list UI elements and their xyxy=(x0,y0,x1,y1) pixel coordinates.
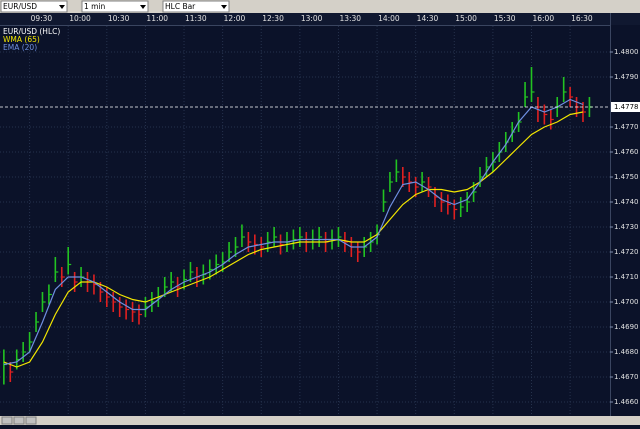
indicator-line xyxy=(3,98,584,366)
y-tick-label: 1.4730 xyxy=(614,223,639,231)
legend-entry: EMA (20) xyxy=(3,43,37,52)
y-tick-label: 1.4750 xyxy=(614,173,639,181)
y-tick-label: 1.4690 xyxy=(614,323,639,331)
y-tick-label: 1.4670 xyxy=(614,373,639,381)
x-tick-label: 10:00 xyxy=(69,14,91,23)
x-tick-label: 11:00 xyxy=(146,14,168,23)
y-tick-label: 1.4760 xyxy=(614,148,639,156)
x-tick-label: 15:30 xyxy=(494,14,516,23)
plot: 09:30 10:00 10:30 11:00 11:30 12:00 12:30 13:00… xyxy=(0,14,640,416)
last-price-box xyxy=(611,102,640,112)
interval: 1 min xyxy=(84,2,106,11)
y-tick-label: 1.4720 xyxy=(614,248,639,256)
y-tick-label: 1.4790 xyxy=(614,73,639,81)
y-tick-label: 1.4700 xyxy=(614,298,639,306)
y-tick-label: 1.4800 xyxy=(614,48,639,56)
x-tick-label: 14:30 xyxy=(417,14,439,23)
last-price-label: 1.4778 xyxy=(614,103,639,111)
y-tick-label: 1.4710 xyxy=(614,273,639,281)
x-tick-label: 16:00 xyxy=(532,14,554,23)
indicator-line xyxy=(3,111,584,368)
x-tick-label: 16:30 xyxy=(571,14,593,23)
x-tick-label: 11:30 xyxy=(185,14,207,23)
x-tick-label: 12:00 xyxy=(224,14,246,23)
chart-type-field[interactable]: HLC Bar xyxy=(162,0,230,13)
toolbar xyxy=(0,0,640,13)
y-tick-label: 1.4770 xyxy=(614,123,639,131)
x-tick-label: 14:00 xyxy=(378,14,400,23)
interval-field[interactable]: 1 min xyxy=(81,0,149,13)
y-tick-label: 1.4680 xyxy=(614,348,639,356)
legend-entry: WMA (65) xyxy=(3,35,40,44)
x-tick-label: 09:30 xyxy=(31,14,53,23)
x-tick-label: 13:00 xyxy=(301,14,323,23)
bottom-buttons[interactable] xyxy=(1,416,37,425)
symbol: EUR/USD xyxy=(3,2,37,11)
x-tick-label: 15:00 xyxy=(455,14,477,23)
bottom-bar xyxy=(0,416,640,425)
legend-entry: EUR/USD (HLC) xyxy=(3,27,60,36)
x-tick-label: 13:30 xyxy=(339,14,361,23)
y-tick-label: 1.4660 xyxy=(614,398,639,406)
x-tick-label: 12:30 xyxy=(262,14,284,23)
y-tick-label: 1.4740 xyxy=(614,198,639,206)
chart-type: HLC Bar xyxy=(165,2,196,11)
symbol-field[interactable]: EUR/USD xyxy=(0,0,68,13)
time-axis xyxy=(0,13,640,25)
x-tick-label: 10:30 xyxy=(108,14,130,23)
